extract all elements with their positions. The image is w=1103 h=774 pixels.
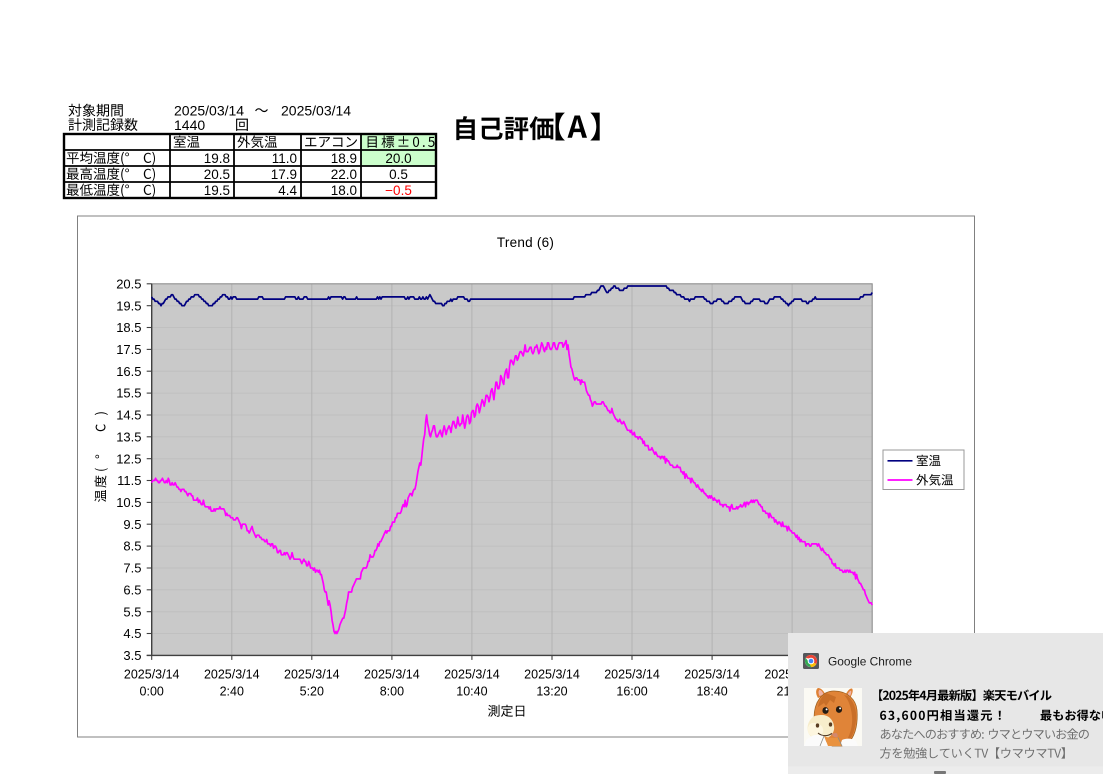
svg-text:Trend (6): Trend (6)	[497, 235, 554, 250]
svg-text:10:40: 10:40	[456, 685, 487, 699]
svg-text:12.5: 12.5	[116, 451, 141, 466]
svg-text:6.5: 6.5	[123, 582, 141, 597]
svg-text:11.5: 11.5	[117, 473, 141, 488]
svg-text:8.5: 8.5	[123, 539, 141, 554]
svg-text:16:00: 16:00	[616, 685, 647, 699]
svg-text:19.5: 19.5	[204, 183, 230, 198]
svg-text:13:20: 13:20	[536, 685, 567, 699]
svg-text:18:40: 18:40	[696, 685, 727, 699]
svg-text:8:00: 8:00	[380, 685, 404, 699]
svg-text:7.5: 7.5	[123, 561, 141, 576]
svg-text:2025/3/14: 2025/3/14	[364, 668, 420, 682]
svg-text:2025/3/14: 2025/3/14	[284, 668, 340, 682]
svg-text:2025/3/14: 2025/3/14	[604, 668, 660, 682]
svg-text:0.5: 0.5	[389, 167, 408, 182]
svg-text:2025/3/14: 2025/3/14	[124, 668, 180, 682]
svg-text:5:20: 5:20	[300, 685, 324, 699]
svg-text:2025/3/14: 2025/3/14	[204, 668, 260, 682]
svg-text:13.5: 13.5	[116, 429, 141, 444]
svg-text:17.9: 17.9	[271, 167, 297, 182]
svg-text:17.5: 17.5	[116, 342, 141, 357]
svg-text:20.5: 20.5	[116, 276, 141, 291]
svg-text:4.5: 4.5	[123, 626, 141, 641]
svg-text:−0.5: −0.5	[385, 183, 412, 198]
svg-text:18.0: 18.0	[331, 183, 357, 198]
svg-text:20.5: 20.5	[204, 167, 230, 182]
svg-text:5.5: 5.5	[123, 604, 141, 619]
svg-text:1440: 1440	[174, 117, 205, 133]
svg-text:19.8: 19.8	[204, 151, 230, 166]
svg-text:11.0: 11.0	[272, 151, 297, 166]
svg-text:18.5: 18.5	[116, 320, 141, 335]
svg-text:16.5: 16.5	[116, 364, 141, 379]
svg-text:14.5: 14.5	[116, 408, 141, 423]
svg-text:Google Chrome: Google Chrome	[828, 654, 912, 668]
svg-text:2025/3/14: 2025/3/14	[684, 668, 740, 682]
svg-text:18.9: 18.9	[331, 151, 357, 166]
svg-text:9.5: 9.5	[123, 517, 141, 532]
svg-text:2:40: 2:40	[220, 685, 244, 699]
svg-text:2025/3/14: 2025/3/14	[524, 668, 580, 682]
svg-text:15.5: 15.5	[116, 386, 141, 401]
svg-text:10.5: 10.5	[116, 495, 141, 510]
svg-text:3.5: 3.5	[123, 648, 141, 663]
svg-text:20.0: 20.0	[385, 151, 411, 166]
svg-text:19.5: 19.5	[116, 298, 141, 313]
svg-text:4.4: 4.4	[278, 183, 297, 198]
svg-text:2025/3/14: 2025/3/14	[444, 668, 500, 682]
svg-text:2025/03/14: 2025/03/14	[174, 103, 244, 119]
svg-text:22.0: 22.0	[331, 167, 357, 182]
svg-text:2025/03/14: 2025/03/14	[281, 103, 351, 119]
svg-text:0:00: 0:00	[140, 685, 164, 699]
